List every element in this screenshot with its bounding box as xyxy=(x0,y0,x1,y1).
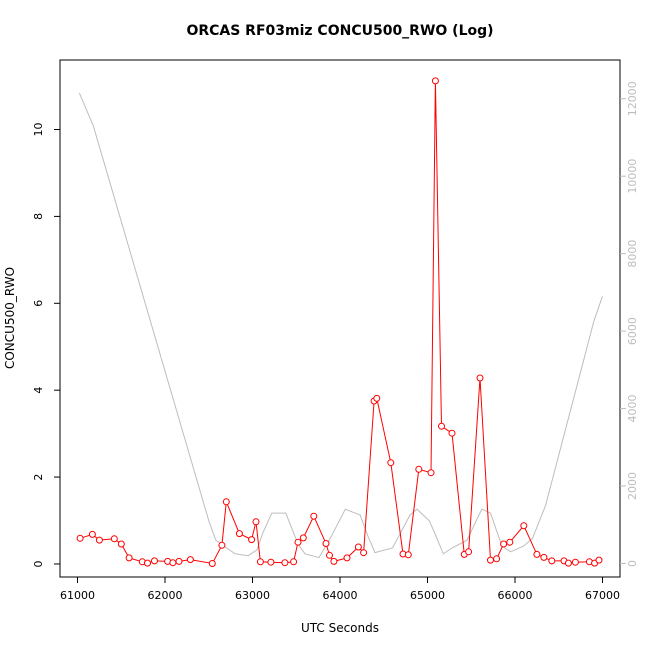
x-tick-label-6: 67000 xyxy=(585,589,620,602)
data-point-11 xyxy=(175,557,183,565)
data-point-13 xyxy=(208,560,216,567)
y-axis-label: CONCU500_RWO xyxy=(3,267,17,369)
data-point-1 xyxy=(88,530,96,538)
data-point-39 xyxy=(431,77,439,85)
data-point-34 xyxy=(387,459,395,467)
y-tick-label-4: 8 xyxy=(32,213,45,220)
data-point-21 xyxy=(281,559,289,567)
x-axis-label: UTC Seconds xyxy=(301,621,379,635)
y2-tick-label-6: 12000 xyxy=(626,81,639,116)
data-point-48 xyxy=(506,538,514,546)
data-point-47 xyxy=(500,540,508,548)
data-point-25 xyxy=(310,512,318,520)
data-point-17 xyxy=(248,536,256,544)
data-point-38 xyxy=(427,469,435,477)
x-tick-label-4: 65000 xyxy=(410,589,445,602)
data-point-23 xyxy=(294,538,302,546)
data-point-58 xyxy=(595,556,603,564)
y-tick-label-1: 2 xyxy=(32,474,45,481)
y-tick-label-0: 0 xyxy=(32,560,45,567)
y-tick-label-3: 6 xyxy=(32,300,45,307)
data-point-2 xyxy=(95,536,103,544)
data-point-51 xyxy=(540,553,548,561)
data-point-7 xyxy=(144,559,151,567)
y2-tick-label-5: 10000 xyxy=(626,159,639,194)
data-point-28 xyxy=(330,557,338,565)
x-tick-label-0: 61000 xyxy=(60,589,95,602)
y2-tick-label-4: 8000 xyxy=(626,240,639,268)
data-point-49 xyxy=(520,522,528,530)
x-tick-label-1: 62000 xyxy=(148,589,183,602)
x-tick-label-2: 63000 xyxy=(235,589,270,602)
y2-tick-label-1: 2000 xyxy=(626,472,639,500)
data-point-4 xyxy=(117,540,125,548)
x-tick-label-3: 64000 xyxy=(323,589,358,602)
data-point-14 xyxy=(218,541,226,549)
data-point-20 xyxy=(267,558,275,566)
data-point-5 xyxy=(125,554,133,562)
data-point-43 xyxy=(465,548,473,556)
data-point-26 xyxy=(322,540,330,547)
x-tick-label-5: 66000 xyxy=(498,589,533,602)
data-point-3 xyxy=(110,535,118,543)
y-tick-label-5: 10 xyxy=(32,123,45,137)
data-point-52 xyxy=(548,557,556,565)
y2-tick-label-3: 6000 xyxy=(626,317,639,345)
data-point-16 xyxy=(235,530,243,538)
secondary-series-line-0 xyxy=(78,92,603,559)
data-point-55 xyxy=(571,558,579,566)
data-point-24 xyxy=(299,534,307,542)
y2-tick-label-0: 0 xyxy=(626,560,639,567)
data-point-30 xyxy=(354,543,362,551)
data-point-0 xyxy=(76,534,84,542)
data-point-50 xyxy=(533,550,541,558)
data-point-8 xyxy=(151,557,158,565)
data-point-44 xyxy=(476,374,484,382)
data-point-10 xyxy=(169,559,177,567)
y-tick-label-2: 4 xyxy=(32,387,45,394)
data-point-33 xyxy=(373,394,381,402)
data-point-40 xyxy=(438,422,445,430)
y2-tick-label-2: 4000 xyxy=(626,395,639,423)
data-point-15 xyxy=(222,498,230,506)
data-point-19 xyxy=(256,558,264,566)
data-point-22 xyxy=(290,558,298,566)
data-point-27 xyxy=(326,551,333,559)
data-point-29 xyxy=(343,554,351,562)
data-point-36 xyxy=(404,551,412,559)
data-point-31 xyxy=(360,549,368,557)
chart-marks: 61000 62000 63000 64000 65000 66000 67000 0 2 4 6 8… xyxy=(32,77,639,602)
data-point-37 xyxy=(415,465,423,473)
data-point-12 xyxy=(186,556,194,564)
data-point-45 xyxy=(487,556,494,564)
data-point-54 xyxy=(564,559,572,567)
data-point-41 xyxy=(448,429,456,437)
data-point-18 xyxy=(252,518,260,526)
chart-title: ORCAS RF03miz CONCU500_RWO (Log) xyxy=(186,23,493,39)
data-point-46 xyxy=(493,555,501,563)
